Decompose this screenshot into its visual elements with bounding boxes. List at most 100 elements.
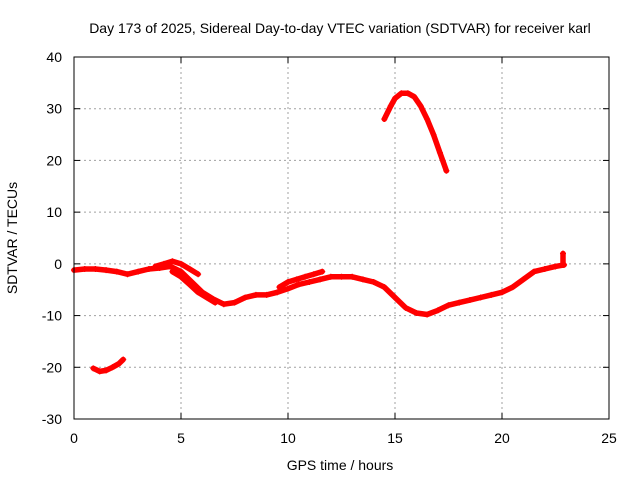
data-point xyxy=(306,278,313,285)
data-point xyxy=(424,311,431,318)
data-point xyxy=(195,289,202,296)
y-axis-ticks: -30 -20 -10 0 10 20 30 40 xyxy=(42,49,609,427)
data-point xyxy=(381,116,388,123)
data-point xyxy=(115,360,122,367)
x-tick-label: 15 xyxy=(387,430,403,446)
x-tick-label: 5 xyxy=(177,430,185,446)
data-point xyxy=(135,268,142,275)
data-point xyxy=(285,285,291,292)
data-point xyxy=(186,281,193,288)
data-point xyxy=(443,167,450,174)
data-point xyxy=(559,250,566,257)
data-point xyxy=(370,278,377,285)
y-tick-label: 10 xyxy=(46,204,62,220)
data-point xyxy=(103,267,110,274)
data-point xyxy=(404,90,411,97)
series-line-lower-branch xyxy=(169,268,218,306)
chart-title: Day 173 of 2025, Sidereal Day-to-day VTE… xyxy=(89,20,591,36)
data-point xyxy=(252,291,259,298)
data-point xyxy=(398,90,405,97)
data-point xyxy=(541,266,548,273)
data-point xyxy=(411,93,418,100)
data-point xyxy=(124,271,131,278)
data-point xyxy=(169,268,176,275)
data-point xyxy=(81,266,88,273)
y-tick-label: -30 xyxy=(42,411,62,427)
data-point xyxy=(103,367,110,374)
data-point xyxy=(381,284,388,291)
data-point xyxy=(263,291,270,298)
series-line-arc xyxy=(381,90,450,174)
data-point xyxy=(169,258,176,265)
data-point xyxy=(293,276,300,283)
y-axis-label: SDTVAR / TECUs xyxy=(4,182,20,294)
data-point xyxy=(531,268,538,275)
data-point xyxy=(466,297,473,304)
data-point xyxy=(186,266,193,273)
data-point xyxy=(552,263,559,270)
data-point xyxy=(499,289,505,296)
y-tick-label: 20 xyxy=(46,152,62,168)
data-point xyxy=(392,95,398,102)
data-point xyxy=(90,365,97,372)
data-point xyxy=(120,356,127,363)
data-point xyxy=(436,149,443,156)
data-point xyxy=(317,276,324,283)
data-point xyxy=(212,299,219,306)
data-point xyxy=(310,271,317,278)
x-tick-label: 10 xyxy=(280,430,296,446)
data-point xyxy=(152,263,159,270)
data-point xyxy=(160,260,167,267)
plot-frame xyxy=(73,56,610,420)
data-point xyxy=(387,103,394,110)
data-point xyxy=(302,273,309,280)
data-point xyxy=(178,273,184,280)
data-point xyxy=(488,291,495,298)
data-point xyxy=(96,368,103,375)
data-point xyxy=(92,266,99,273)
data-point xyxy=(276,284,283,291)
data-point xyxy=(417,103,424,110)
y-tick-label: 30 xyxy=(46,101,62,117)
data-point xyxy=(445,302,452,309)
data-point xyxy=(231,299,238,306)
data-point xyxy=(477,294,484,301)
data-point xyxy=(113,268,120,275)
data-point xyxy=(178,260,184,267)
data-point xyxy=(203,294,210,301)
data-point xyxy=(195,271,202,278)
x-axis-label: GPS time / hours xyxy=(287,457,394,473)
data-point xyxy=(274,289,281,296)
data-point xyxy=(242,294,249,301)
x-axis-ticks: 0 5 10 15 20 25 xyxy=(70,57,617,446)
x-tick-label: 25 xyxy=(601,430,617,446)
x-tick-label: 0 xyxy=(70,430,78,446)
data-series xyxy=(71,90,568,375)
x-tick-label: 20 xyxy=(494,430,510,446)
y-tick-label: 0 xyxy=(54,256,62,272)
data-point xyxy=(285,278,291,285)
data-point xyxy=(359,276,366,283)
grid xyxy=(74,57,609,419)
data-point xyxy=(327,273,334,280)
data-point xyxy=(413,309,420,316)
y-tick-label: -10 xyxy=(42,308,62,324)
data-point xyxy=(509,284,516,291)
data-point xyxy=(392,294,398,301)
data-point xyxy=(430,131,437,138)
data-point xyxy=(434,307,441,314)
data-point xyxy=(456,299,463,306)
data-point xyxy=(220,301,227,308)
data-point xyxy=(109,364,116,371)
data-point xyxy=(520,276,527,283)
data-point xyxy=(338,273,345,280)
y-tick-label: -20 xyxy=(42,359,62,375)
data-point xyxy=(145,266,152,273)
data-point xyxy=(319,268,326,275)
y-tick-label: 40 xyxy=(46,49,62,65)
data-point xyxy=(402,304,409,311)
data-point xyxy=(349,273,356,280)
data-point xyxy=(295,281,302,288)
data-point xyxy=(559,261,566,268)
